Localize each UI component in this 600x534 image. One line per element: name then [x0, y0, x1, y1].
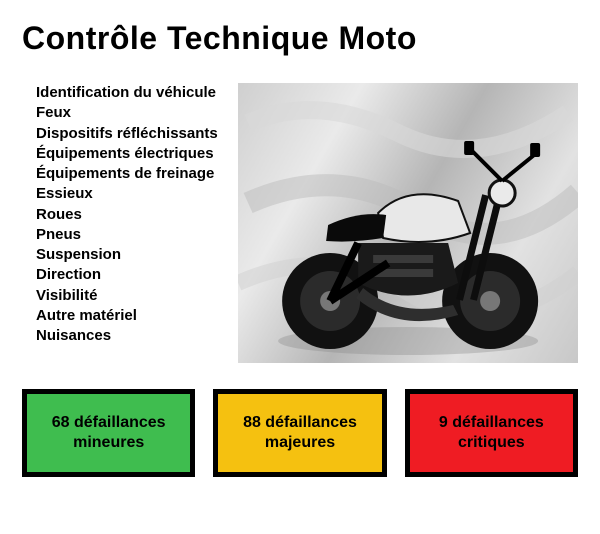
motorcycle-photo [238, 83, 578, 363]
checklist-item: Identification du véhicule [36, 83, 218, 103]
checklist-item: Direction [36, 265, 218, 285]
checklist-item: Équipements de freinage [36, 164, 218, 184]
checklist-item: Feux [36, 103, 218, 123]
page-title: Contrôle Technique Moto [22, 20, 578, 57]
checklist-item: Équipements électriques [36, 144, 218, 164]
fault-box-line1: 88 défaillances [243, 413, 357, 433]
motorcycle-icon [238, 83, 578, 363]
checklist-item: Suspension [36, 245, 218, 265]
checklist-item: Pneus [36, 225, 218, 245]
checklist-item: Roues [36, 205, 218, 225]
fault-box-line2: mineures [73, 433, 144, 453]
fault-box-minor: 68 défaillances mineures [22, 389, 195, 477]
fault-box-line1: 9 défaillances [439, 413, 544, 433]
checklist-item: Visibilité [36, 286, 218, 306]
fault-box-critical: 9 défaillances critiques [405, 389, 578, 477]
checklist: Identification du véhicule Feux Disposit… [22, 83, 218, 346]
checklist-item: Nuisances [36, 326, 218, 346]
fault-box-line2: critiques [458, 433, 525, 453]
fault-box-line2: majeures [265, 433, 335, 453]
main-row: Identification du véhicule Feux Disposit… [22, 83, 578, 363]
checklist-item: Autre matériel [36, 306, 218, 326]
fault-boxes-row: 68 défaillances mineures 88 défaillances… [22, 389, 578, 477]
checklist-item: Essieux [36, 184, 218, 204]
checklist-item: Dispositifs réfléchissants [36, 124, 218, 144]
fault-box-major: 88 défaillances majeures [213, 389, 386, 477]
fault-box-line1: 68 défaillances [52, 413, 166, 433]
